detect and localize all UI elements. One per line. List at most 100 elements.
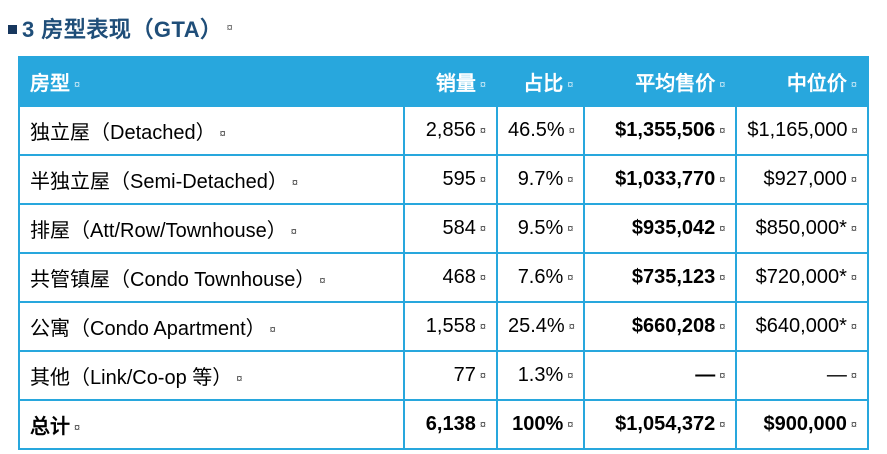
table-cell: $735,123 ¤	[583, 252, 738, 303]
table-cell: 总计 ¤	[17, 399, 406, 450]
header-cell-avg-price: 平均售价 ¤	[583, 56, 738, 107]
paragraph-mark: ¤	[226, 22, 233, 34]
cell-value: $1,165,000	[747, 119, 848, 141]
table-cell: 100% ¤	[495, 399, 586, 450]
cell-value: 半独立屋（Semi-Detached）	[30, 171, 288, 193]
end-of-cell-mark: ¤	[850, 320, 857, 333]
table-row-semi-detached: 半独立屋（Semi-Detached） ¤ 595 ¤ 9.7% ¤ $1,033,7…	[17, 154, 869, 205]
table-cell: 1,558 ¤	[403, 301, 498, 352]
table-cell: 468 ¤	[403, 252, 498, 303]
cell-value: 77	[453, 364, 476, 386]
end-of-cell-mark: ¤	[850, 418, 857, 431]
end-of-cell-mark: ¤	[74, 78, 81, 91]
table-cell: $640,000* ¤	[735, 301, 869, 352]
end-of-cell-mark: ¤	[479, 124, 486, 137]
section-title-row: 3 房型表现（GTA） ¤	[8, 12, 869, 44]
end-of-cell-mark: ¤	[319, 274, 326, 287]
table-cell: $927,000 ¤	[735, 154, 869, 205]
table-cell: 半独立屋（Semi-Detached） ¤	[17, 154, 406, 205]
cell-value: 总计	[30, 416, 70, 438]
cell-value: $640,000*	[755, 315, 847, 337]
end-of-cell-mark: ¤	[236, 372, 243, 385]
cell-value: 25.4%	[507, 315, 565, 337]
cell-value: $1,054,372	[615, 413, 716, 435]
end-of-cell-mark: ¤	[719, 222, 726, 235]
end-of-cell-mark: ¤	[719, 78, 726, 91]
table-cell: 共管镇屋（Condo Townhouse） ¤	[17, 252, 406, 303]
cell-value: $850,000*	[755, 217, 847, 239]
table-cell: 7.6% ¤	[495, 252, 586, 303]
table-cell: 595 ¤	[403, 154, 498, 205]
cell-value: 独立屋（Detached）	[30, 122, 216, 144]
header-cell-sales: 销量 ¤	[403, 56, 498, 107]
end-of-cell-mark: ¤	[479, 78, 486, 91]
end-of-cell-mark: ¤	[850, 369, 857, 382]
table-cell: $1,033,770 ¤	[583, 154, 738, 205]
table-cell: $935,042 ¤	[583, 203, 738, 254]
table-cell: — ¤	[583, 350, 738, 401]
end-of-cell-mark: ¤	[850, 222, 857, 235]
cell-value: 9.5%	[517, 217, 564, 239]
end-of-cell-mark: ¤	[567, 418, 574, 431]
table-cell: 6,138 ¤	[403, 399, 498, 450]
end-of-cell-mark: ¤	[719, 124, 726, 137]
table-cell: 公寓（Condo Apartment） ¤	[17, 301, 406, 352]
header-label: 房型	[30, 73, 70, 95]
cell-value: 1.3%	[517, 364, 564, 386]
end-of-cell-mark: ¤	[219, 127, 226, 140]
table-row-townhouse: 排屋（Att/Row/Townhouse） ¤ 584 ¤ 9.5% ¤ $935,0…	[17, 203, 869, 254]
cell-value: $660,208	[631, 315, 716, 337]
end-of-cell-mark: ¤	[567, 222, 574, 235]
cell-value: —	[695, 364, 716, 386]
end-of-cell-mark: ¤	[269, 323, 276, 336]
cell-value: 2,856	[425, 119, 476, 141]
table-row-other: 其他（Link/Co-op 等） ¤ 77 ¤ 1.3% ¤ — ¤ — ¤	[17, 350, 869, 401]
header-label: 中位价	[786, 73, 847, 95]
header-label: 销量	[435, 73, 476, 95]
table-cell: 77 ¤	[403, 350, 498, 401]
end-of-cell-mark: ¤	[567, 173, 574, 186]
housing-type-table: 房型 ¤ 销量 ¤ 占比 ¤ 平均售价 ¤ 中位价 ¤ 独立屋（Detached） ¤ 2,…	[17, 56, 869, 450]
table-cell: $850,000* ¤	[735, 203, 869, 254]
cell-value: 6,138	[425, 413, 476, 435]
table-cell: 9.7% ¤	[495, 154, 586, 205]
table-cell: $1,165,000 ¤	[735, 105, 869, 156]
end-of-cell-mark: ¤	[479, 320, 486, 333]
table-cell: 2,856 ¤	[403, 105, 498, 156]
page-title: 3 房型表现（GTA）	[22, 17, 223, 42]
table-cell: 排屋（Att/Row/Townhouse） ¤	[17, 203, 406, 254]
table-header-row: 房型 ¤ 销量 ¤ 占比 ¤ 平均售价 ¤ 中位价 ¤	[17, 56, 869, 107]
end-of-cell-mark: ¤	[290, 225, 297, 238]
table-cell: $1,054,372 ¤	[583, 399, 738, 450]
cell-value: $720,000*	[755, 266, 847, 288]
cell-value: 公寓（Condo Apartment）	[30, 318, 266, 340]
cell-value: 9.7%	[517, 168, 564, 190]
table-cell: 独立屋（Detached） ¤	[17, 105, 406, 156]
cell-value: $1,355,506	[615, 119, 716, 141]
cell-value: 排屋（Att/Row/Townhouse）	[30, 220, 287, 242]
end-of-cell-mark: ¤	[719, 369, 726, 382]
cell-value: $735,123	[631, 266, 716, 288]
end-of-cell-mark: ¤	[719, 320, 726, 333]
table-cell: 9.5% ¤	[495, 203, 586, 254]
header-cell-share: 占比 ¤	[495, 56, 586, 107]
cell-value: $900,000	[763, 413, 847, 435]
end-of-cell-mark: ¤	[567, 78, 574, 91]
end-of-cell-mark: ¤	[568, 124, 575, 137]
end-of-cell-mark: ¤	[479, 418, 486, 431]
end-of-cell-mark: ¤	[567, 369, 574, 382]
cell-value: $927,000	[763, 168, 847, 190]
title-bullet-square	[8, 24, 17, 34]
end-of-cell-mark: ¤	[74, 421, 81, 434]
table-header: 房型 ¤ 销量 ¤ 占比 ¤ 平均售价 ¤ 中位价 ¤	[17, 56, 869, 107]
end-of-cell-mark: ¤	[568, 320, 575, 333]
table-body: 独立屋（Detached） ¤ 2,856 ¤ 46.5% ¤ $1,355,506 ¤…	[17, 105, 869, 450]
end-of-cell-mark: ¤	[850, 78, 857, 91]
cell-value: 584	[442, 217, 476, 239]
end-of-cell-mark: ¤	[479, 173, 486, 186]
cell-value: 46.5%	[507, 119, 565, 141]
header-label: 占比	[523, 73, 564, 95]
end-of-cell-mark: ¤	[567, 271, 574, 284]
table-cell: 其他（Link/Co-op 等） ¤	[17, 350, 406, 401]
